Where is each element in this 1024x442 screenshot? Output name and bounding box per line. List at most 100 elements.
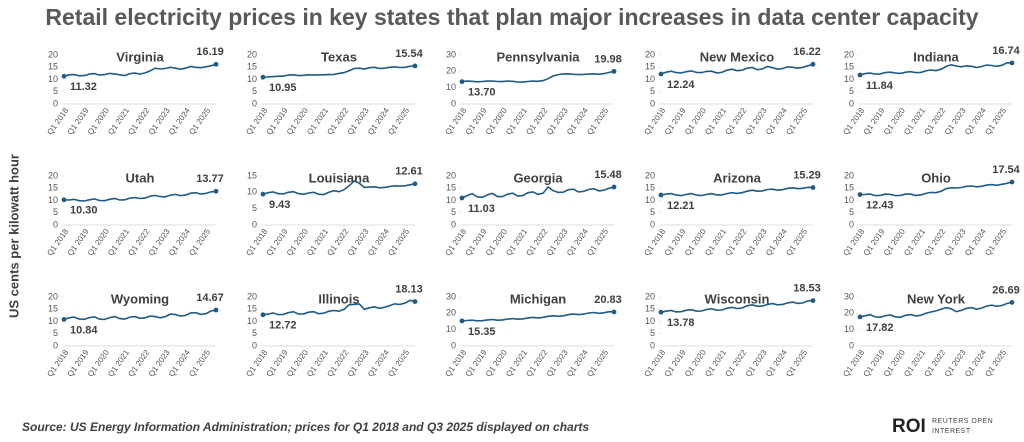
point	[260, 312, 266, 318]
point	[658, 309, 664, 315]
x-tick-label: Q1 2025	[784, 227, 809, 258]
data-label: 17.54	[992, 164, 1020, 176]
y-tick-label: 15	[247, 62, 257, 72]
line	[262, 179, 416, 196]
data-label: 10.84	[70, 324, 98, 336]
y-tick-label: 5	[451, 207, 456, 217]
y-tick-label: 10	[446, 324, 456, 334]
point	[810, 61, 816, 67]
x-tick-label: Q1 2025	[983, 227, 1008, 258]
panel-title: New Mexico	[700, 49, 774, 64]
y-tick-label: 15	[844, 183, 854, 193]
point	[459, 195, 465, 201]
x-tick-label: Q1 2025	[784, 106, 809, 137]
data-label: 13.77	[196, 173, 224, 185]
y-tick-label: 15	[645, 304, 655, 314]
panel-title: Illinois	[318, 291, 359, 306]
panel-title: New York	[907, 291, 966, 306]
y-tick-label: 20	[844, 308, 854, 318]
line	[262, 65, 416, 78]
panel-title: Ohio	[921, 170, 951, 185]
y-tick-label: 15	[48, 62, 58, 72]
y-tick-label: 20	[844, 170, 854, 180]
y-tick-label: 10	[48, 195, 58, 205]
data-label: 12.72	[269, 320, 297, 332]
y-tick-label: 30	[446, 49, 456, 59]
data-label: 15.29	[793, 169, 821, 181]
y-tick-label: 0	[849, 98, 854, 108]
line	[63, 190, 217, 202]
y-tick-label: 5	[849, 207, 854, 217]
y-tick-label: 10	[645, 316, 655, 326]
line	[660, 299, 814, 313]
data-label: 10.30	[70, 205, 98, 217]
y-tick-label: 5	[53, 328, 58, 338]
panel-title: Pennsylvania	[496, 49, 580, 64]
line	[461, 310, 615, 322]
y-tick-label: 5	[650, 207, 655, 217]
point	[260, 191, 266, 197]
point	[213, 61, 219, 67]
point	[412, 299, 418, 304]
y-tick-label: 20	[48, 170, 58, 180]
data-label: 26.69	[992, 284, 1020, 296]
panel-title: Louisiana	[309, 170, 370, 185]
point	[412, 63, 418, 69]
data-label: 11.32	[70, 81, 97, 93]
data-label: 10.95	[269, 82, 297, 94]
point	[810, 298, 816, 304]
y-tick-label: 0	[53, 98, 58, 108]
y-tick-label: 5	[650, 328, 655, 338]
y-tick-label: 0	[849, 219, 854, 229]
y-tick-label: 10	[645, 74, 655, 84]
x-tick-label: Q1 2025	[983, 106, 1008, 137]
data-label: 13.70	[468, 87, 496, 99]
data-label: 16.22	[793, 46, 821, 58]
y-tick-label: 0	[451, 98, 456, 108]
panel-title: Texas	[321, 49, 357, 64]
y-tick-label: 30	[844, 291, 854, 301]
logo-text: INTEREST	[932, 428, 971, 435]
panel-title: Wisconsin	[705, 291, 770, 306]
x-tick-label: Q1 2025	[187, 227, 212, 258]
y-tick-label: 15	[446, 183, 456, 193]
line	[461, 70, 615, 83]
point	[658, 192, 664, 198]
y-tick-label: 0	[252, 219, 257, 229]
y-tick-label: 10	[446, 195, 456, 205]
y-tick-label: 5	[252, 203, 257, 213]
y-tick-label: 0	[650, 219, 655, 229]
point	[1009, 60, 1015, 66]
y-tick-label: 5	[252, 86, 257, 96]
y-tick-label: 15	[645, 62, 655, 72]
logo-text: REUTERS OPEN	[932, 418, 993, 425]
data-label: 20.83	[594, 294, 622, 306]
y-tick-label: 15	[48, 304, 58, 314]
x-tick-label: Q1 2025	[585, 227, 610, 258]
y-tick-label: 0	[53, 219, 58, 229]
x-tick-label: Q1 2025	[585, 348, 610, 379]
x-tick-label: Q1 2025	[386, 106, 411, 137]
y-tick-label: 15	[844, 62, 854, 72]
panel-title: Indiana	[913, 49, 959, 64]
data-label: 9.43	[269, 199, 290, 211]
y-tick-label: 5	[53, 86, 58, 96]
point	[213, 307, 219, 313]
point	[658, 71, 664, 77]
data-label: 12.43	[866, 199, 894, 211]
y-tick-label: 0	[849, 340, 854, 350]
point	[260, 74, 266, 80]
y-tick-label: 10	[48, 316, 58, 326]
line	[262, 299, 416, 316]
point	[412, 181, 418, 187]
y-tick-label: 10	[247, 74, 257, 84]
y-tick-label: 30	[446, 291, 456, 301]
x-tick-label: Q1 2025	[386, 348, 411, 379]
point	[1009, 179, 1015, 185]
data-label: 15.48	[594, 169, 622, 181]
line	[660, 186, 814, 197]
point	[810, 185, 816, 190]
y-tick-label: 5	[849, 86, 854, 96]
